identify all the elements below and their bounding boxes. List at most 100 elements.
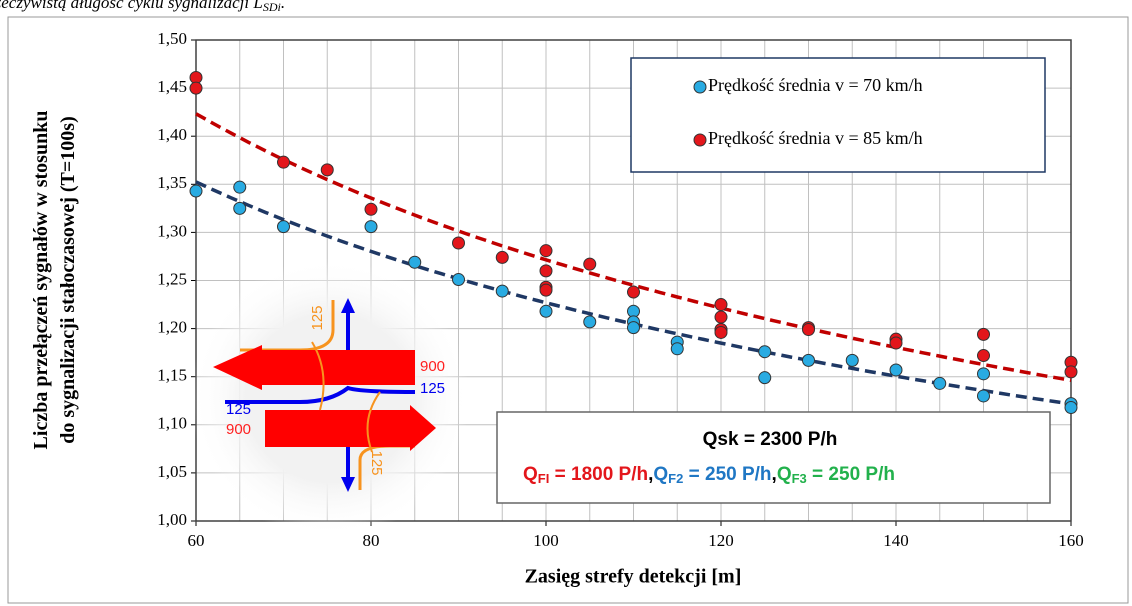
diagram-label: 900 [226,421,251,438]
point [189,81,203,95]
x-tick-label: 140 [883,531,909,550]
flow-main: Q [777,464,792,485]
y-axis-title-line: do sygnalizacji stałoczasowej (T=100s) [57,116,79,443]
flow-sub: F2 [668,471,683,486]
flow-main: Q [653,464,668,485]
plot-border [195,39,1072,522]
point [277,220,290,234]
point [539,283,553,297]
point [364,220,378,234]
x-tick-label: 120 [708,531,734,550]
legend-marker [693,80,707,94]
point [583,257,597,271]
point [714,325,728,339]
x-tick-label: 60 [188,531,205,550]
info-box-frame [496,411,1051,504]
caption: rzeczywistą długość cyklu sygnalizacji L… [0,0,285,14]
x-tick-label: 80 [363,531,380,550]
point [408,255,422,269]
y-axis-title: Liczba przełączeń sygnałów w stosunku do … [30,111,79,450]
blue-path [225,310,416,478]
point [758,345,772,359]
point [539,244,553,258]
point [714,310,728,324]
x-axis-title: Zasięg strefy detekcji [m] [525,566,742,588]
point [539,264,553,278]
point [320,163,334,177]
point [889,336,903,350]
orange-turn [311,341,381,453]
y-tick-label: 1,40 [157,125,187,144]
point [714,298,728,312]
point [670,342,684,356]
caption-text: rzeczywistą długość cyklu sygnalizacji L [0,0,263,12]
point [627,321,640,335]
y-tick-label: 1,00 [157,510,187,529]
point [277,155,290,169]
info-box: Qsk = 2300 P/h QFI = 1800 P/h,QF2 = 250 … [496,411,1051,504]
blue-arrowhead [341,477,355,492]
legend: Prędkość średnia v = 70 km/h Prędkość śre… [630,57,1046,173]
legend-label: Prędkość średnia v = 70 km/h [708,75,923,95]
point [627,285,640,299]
flow-separator: , [648,464,653,485]
x-tick-label: 100 [533,531,559,550]
info-flows: QFI = 1800 P/h,QF2 = 250 P/h,QF3 = 250 P… [523,464,895,486]
orange-path [240,300,335,352]
red-arrow [213,345,415,390]
diagram-label: 125 [420,380,445,397]
flow-rest: = 1800 P/h [549,464,648,485]
point [1064,400,1078,414]
flow-sub: FI [538,471,550,486]
diagram-label: 900 [420,358,445,375]
point [977,327,990,341]
intersection-diagram: 125 900 125 125 900 125 [190,258,470,538]
point [802,323,815,337]
y-axis-title-line: Liczba przełączeń sygnałów w stosunku [30,111,52,450]
plot [189,71,1078,414]
legend-frame [630,57,1046,173]
point [189,184,203,198]
x-tick-label: 160 [1058,531,1084,550]
flow-main: Q [523,464,538,485]
diagram-label: 125 [309,305,326,330]
point [977,389,990,403]
point [233,180,247,194]
caption-sub: SDi [263,0,281,14]
blue-arrowhead [341,298,355,313]
point [758,371,772,385]
point [933,376,947,390]
red-arrow [265,405,436,451]
flow-rest: = 250 P/h [807,464,895,485]
diagram-label: 125 [226,401,251,418]
legend-marker [693,133,707,147]
y-tick-label: 1,20 [157,318,187,337]
point [364,202,378,216]
point [802,353,815,367]
y-tick-label: 1,30 [157,221,187,240]
point [495,284,509,298]
info-title: Qsk = 2300 P/h [703,429,838,450]
y-tick-label: 1,35 [157,173,187,192]
caption-end: . [281,0,285,12]
point [977,349,990,363]
point [845,353,859,367]
point [889,363,903,377]
point [1064,365,1078,379]
point [452,273,465,287]
legend-label: Prędkość średnia v = 85 km/h [708,128,923,148]
point [495,250,509,264]
point [977,367,990,381]
point [539,304,553,318]
y-tick-label: 1,05 [157,462,187,481]
chart-frame [7,16,1129,604]
y-tick-label: 1,45 [157,77,187,96]
y-tick-label: 1,25 [157,269,187,288]
trendline [195,112,1072,383]
y-tick-label: 1,50 [157,29,187,48]
point [583,315,597,329]
y-tick-label: 1,15 [157,366,187,385]
point [233,201,247,215]
